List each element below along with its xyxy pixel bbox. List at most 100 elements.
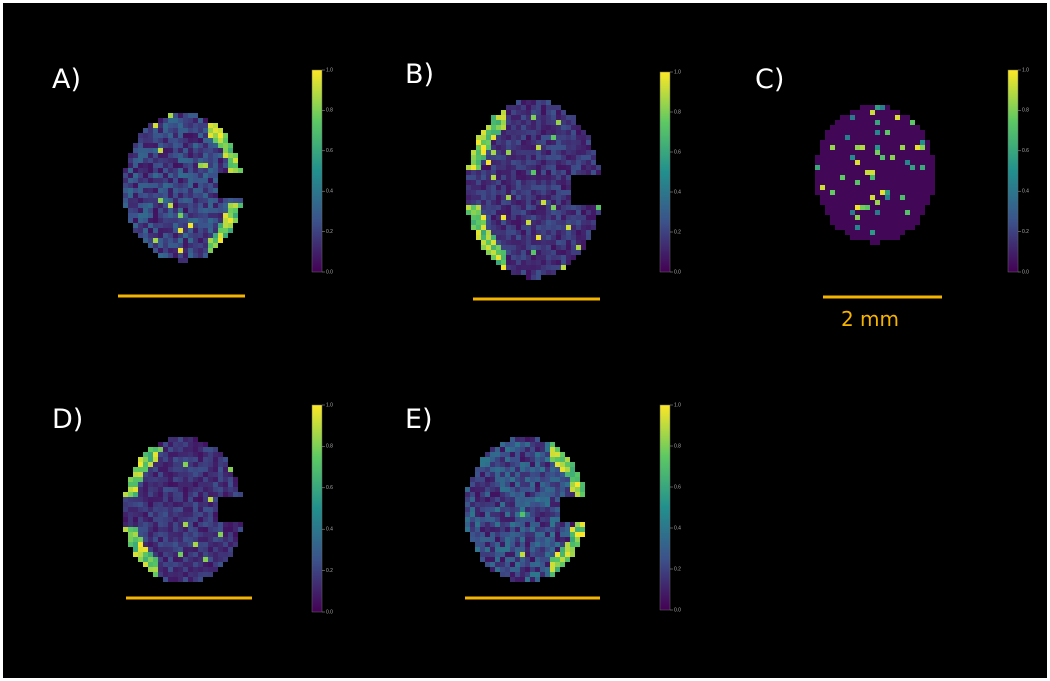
image-pixel xyxy=(835,150,840,155)
image-pixel xyxy=(168,118,173,123)
image-pixel xyxy=(885,170,890,175)
image-pixel xyxy=(133,472,138,477)
image-pixel xyxy=(143,502,148,507)
image-pixel xyxy=(525,447,530,452)
image-pixel xyxy=(566,220,571,225)
image-pixel xyxy=(168,507,173,512)
image-pixel xyxy=(470,512,475,517)
image-pixel xyxy=(516,255,521,260)
image-pixel xyxy=(198,552,203,557)
image-pixel xyxy=(535,507,540,512)
image-pixel xyxy=(506,115,511,120)
image-pixel xyxy=(203,472,208,477)
image-pixel xyxy=(560,522,565,527)
image-pixel xyxy=(173,168,178,173)
image-pixel xyxy=(920,130,925,135)
image-pixel xyxy=(208,218,213,223)
image-pixel xyxy=(875,200,880,205)
image-pixel xyxy=(168,178,173,183)
image-pixel xyxy=(845,120,850,125)
image-pixel xyxy=(491,190,496,195)
image-pixel xyxy=(516,100,521,105)
image-pixel xyxy=(850,230,855,235)
image-pixel xyxy=(506,185,511,190)
image-pixel xyxy=(541,255,546,260)
image-pixel xyxy=(566,145,571,150)
image-pixel xyxy=(535,542,540,547)
image-pixel xyxy=(515,537,520,542)
image-pixel xyxy=(143,228,148,233)
image-pixel xyxy=(133,527,138,532)
image-pixel xyxy=(208,482,213,487)
scale-label: 2 mm xyxy=(841,307,899,331)
image-pixel xyxy=(183,437,188,442)
image-pixel xyxy=(173,512,178,517)
image-pixel xyxy=(825,140,830,145)
image-pixel xyxy=(556,195,561,200)
image-pixel xyxy=(193,163,198,168)
image-pixel xyxy=(133,208,138,213)
image-pixel xyxy=(213,148,218,153)
image-pixel xyxy=(920,180,925,185)
image-pixel xyxy=(123,512,128,517)
image-pixel xyxy=(515,477,520,482)
image-pixel xyxy=(218,457,223,462)
image-pixel xyxy=(546,225,551,230)
image-pixel xyxy=(890,220,895,225)
image-pixel xyxy=(925,170,930,175)
image-pixel xyxy=(525,477,530,482)
image-pixel xyxy=(138,482,143,487)
image-pixel xyxy=(505,527,510,532)
image-pixel xyxy=(178,153,183,158)
image-pixel xyxy=(490,477,495,482)
image-pixel xyxy=(188,462,193,467)
image-pixel xyxy=(850,135,855,140)
image-pixel xyxy=(213,457,218,462)
image-pixel xyxy=(505,517,510,522)
image-pixel xyxy=(158,567,163,572)
image-pixel xyxy=(540,557,545,562)
image-pixel xyxy=(541,265,546,270)
image-pixel xyxy=(895,185,900,190)
image-pixel xyxy=(123,507,128,512)
image-pixel xyxy=(890,160,895,165)
image-pixel xyxy=(516,130,521,135)
image-pixel xyxy=(530,462,535,467)
image-pixel xyxy=(208,233,213,238)
image-pixel xyxy=(555,547,560,552)
image-pixel xyxy=(870,220,875,225)
image-pixel xyxy=(551,115,556,120)
image-pixel xyxy=(218,168,223,173)
image-pixel xyxy=(148,158,153,163)
image-pixel xyxy=(825,130,830,135)
image-pixel xyxy=(535,512,540,517)
image-pixel xyxy=(173,213,178,218)
image-pixel xyxy=(506,170,511,175)
image-pixel xyxy=(890,195,895,200)
image-pixel xyxy=(516,200,521,205)
image-pixel xyxy=(481,240,486,245)
image-pixel xyxy=(890,150,895,155)
image-pixel xyxy=(570,527,575,532)
image-pixel xyxy=(143,512,148,517)
image-pixel xyxy=(850,160,855,165)
image-pixel xyxy=(576,135,581,140)
image-pixel xyxy=(173,527,178,532)
image-pixel xyxy=(561,125,566,130)
image-pixel xyxy=(556,135,561,140)
image-pixel xyxy=(480,467,485,472)
image-pixel xyxy=(188,567,193,572)
image-pixel xyxy=(855,160,860,165)
image-pixel xyxy=(153,213,158,218)
image-pixel xyxy=(178,128,183,133)
image-pixel xyxy=(546,120,551,125)
image-pixel xyxy=(148,208,153,213)
image-pixel xyxy=(475,507,480,512)
image-pixel xyxy=(820,160,825,165)
image-pixel xyxy=(840,165,845,170)
image-pixel xyxy=(158,133,163,138)
image-pixel xyxy=(500,447,505,452)
image-pixel xyxy=(525,522,530,527)
image-pixel xyxy=(546,110,551,115)
image-pixel xyxy=(158,253,163,258)
